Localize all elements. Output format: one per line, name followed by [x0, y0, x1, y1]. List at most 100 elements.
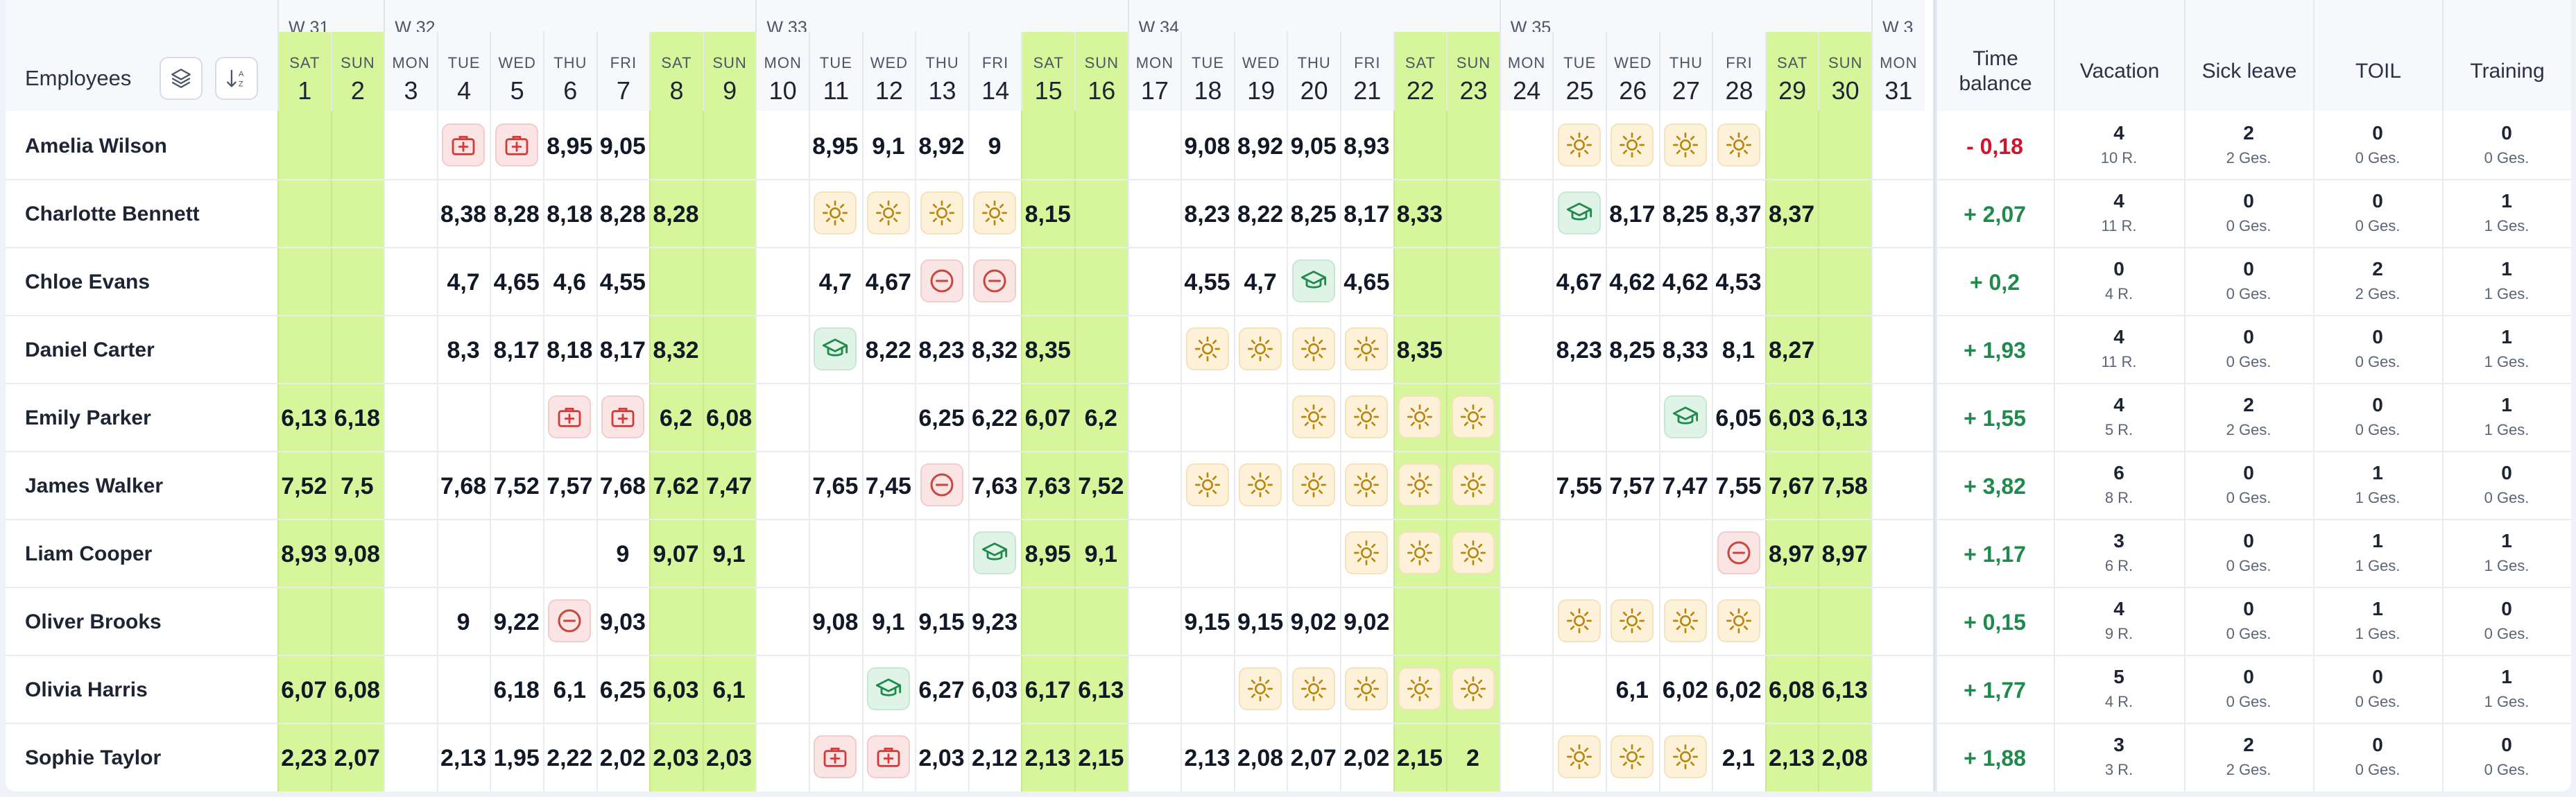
vacation-cell[interactable]: [1557, 735, 1601, 778]
vacation-cell[interactable]: [1398, 531, 1441, 574]
day-header[interactable]: SUN 2: [330, 32, 384, 111]
hours-value[interactable]: 9,08: [1184, 133, 1230, 160]
day-header[interactable]: TUE 11: [809, 32, 862, 111]
hours-value[interactable]: 2,22: [547, 745, 593, 771]
day-header[interactable]: FRI 28: [1712, 32, 1765, 111]
training-cell[interactable]: [973, 531, 1017, 574]
employee-name[interactable]: Liam Cooper: [25, 542, 153, 565]
hours-value[interactable]: 8,23: [1556, 337, 1602, 363]
hours-value[interactable]: 8,37: [1769, 201, 1815, 228]
day-header[interactable]: SAT 29: [1764, 32, 1819, 111]
day-header[interactable]: MON 17: [1127, 32, 1181, 111]
hours-value[interactable]: 7,65: [812, 473, 859, 499]
vacation-cell[interactable]: [1451, 463, 1495, 506]
vacation-header[interactable]: Vacation: [2054, 32, 2184, 111]
day-header[interactable]: SAT 8: [649, 32, 703, 111]
hours-value[interactable]: 2,03: [918, 745, 965, 771]
vacation-cell[interactable]: [1398, 667, 1441, 710]
day-header[interactable]: MON 24: [1499, 32, 1553, 111]
vacation-cell[interactable]: [1185, 327, 1229, 370]
hours-value[interactable]: 9,05: [1290, 133, 1337, 160]
employee-name[interactable]: Sophie Taylor: [25, 746, 162, 769]
hours-value[interactable]: 6,18: [334, 405, 380, 431]
hours-value[interactable]: 4,65: [493, 269, 540, 295]
vacation-cell[interactable]: [1663, 735, 1707, 778]
hours-value[interactable]: 8,35: [1396, 337, 1443, 363]
hours-value[interactable]: 2,07: [1290, 745, 1337, 771]
hours-value[interactable]: 8,27: [1769, 337, 1815, 363]
hours-value[interactable]: 8,25: [1662, 201, 1708, 228]
vacation-cell[interactable]: [1291, 463, 1335, 506]
hours-value[interactable]: 8,23: [918, 337, 965, 363]
hours-value[interactable]: 6,1: [1615, 677, 1649, 703]
sick-leave-cell[interactable]: [548, 395, 592, 438]
toil-cell[interactable]: [548, 599, 592, 642]
training-cell[interactable]: [1663, 395, 1707, 438]
hours-value[interactable]: 6,03: [1769, 405, 1815, 431]
hours-value[interactable]: 9,1: [712, 541, 746, 567]
hours-value[interactable]: 6,25: [599, 677, 646, 703]
vacation-cell[interactable]: [814, 191, 857, 234]
hours-value[interactable]: 8,38: [440, 201, 487, 228]
day-header[interactable]: WED 19: [1233, 32, 1287, 111]
hours-value[interactable]: 9,15: [1184, 609, 1230, 635]
day-header[interactable]: SUN 16: [1074, 32, 1128, 111]
hours-value[interactable]: 7,45: [865, 473, 911, 499]
time-balance-header[interactable]: Time balance: [1936, 32, 2054, 111]
vacation-cell[interactable]: [1239, 463, 1282, 506]
layers-button[interactable]: [160, 57, 203, 100]
employee-name[interactable]: James Walker: [25, 474, 164, 497]
hours-value[interactable]: 4,55: [599, 269, 646, 295]
hours-value[interactable]: 6,2: [1084, 405, 1117, 431]
vacation-cell[interactable]: [866, 191, 910, 234]
employee-name[interactable]: Chloe Evans: [25, 271, 151, 293]
hours-value[interactable]: 8,95: [812, 133, 859, 160]
hours-value[interactable]: 4,7: [1244, 269, 1277, 295]
hours-value[interactable]: 7,52: [493, 473, 540, 499]
vacation-cell[interactable]: [1611, 123, 1654, 166]
hours-value[interactable]: 6,17: [1024, 677, 1071, 703]
employee-name[interactable]: Charlotte Bennett: [25, 203, 200, 225]
hours-value[interactable]: 8,28: [493, 201, 540, 228]
sick-leave-cell[interactable]: [442, 123, 486, 166]
day-header[interactable]: THU 20: [1287, 32, 1340, 111]
employee-name[interactable]: Olivia Harris: [25, 678, 148, 701]
hours-value[interactable]: 2,02: [599, 745, 646, 771]
hours-value[interactable]: 2,1: [1721, 745, 1755, 771]
hours-value[interactable]: 2,07: [334, 745, 380, 771]
day-header[interactable]: SAT 15: [1021, 32, 1074, 111]
hours-value[interactable]: 9,1: [872, 609, 905, 635]
hours-value[interactable]: 6,13: [281, 405, 327, 431]
hours-value[interactable]: 7,63: [1024, 473, 1071, 499]
hours-value[interactable]: 4,7: [447, 269, 480, 295]
hours-value[interactable]: 8,93: [281, 541, 327, 567]
employee-name[interactable]: Amelia Wilson: [25, 135, 167, 157]
hours-value[interactable]: 2,15: [1078, 745, 1124, 771]
day-header[interactable]: WED 5: [490, 32, 543, 111]
toil-cell[interactable]: [920, 259, 963, 302]
vacation-cell[interactable]: [1611, 599, 1654, 642]
day-header[interactable]: MON 31: [1871, 32, 1925, 111]
hours-value[interactable]: 8,28: [653, 201, 699, 228]
day-header[interactable]: WED 26: [1606, 32, 1659, 111]
hours-value[interactable]: 6,08: [334, 677, 380, 703]
hours-value[interactable]: 8,33: [1396, 201, 1443, 228]
hours-value[interactable]: 9,15: [918, 609, 965, 635]
day-header[interactable]: FRI 21: [1340, 32, 1393, 111]
hours-value[interactable]: 7,68: [599, 473, 646, 499]
vacation-cell[interactable]: [1291, 667, 1335, 710]
hours-value[interactable]: 2,23: [281, 745, 327, 771]
vacation-cell[interactable]: [1717, 599, 1760, 642]
day-header[interactable]: SAT 22: [1393, 32, 1447, 111]
day-header[interactable]: FRI 7: [596, 32, 650, 111]
hours-value[interactable]: 6,27: [918, 677, 965, 703]
hours-value[interactable]: 6,1: [553, 677, 586, 703]
hours-value[interactable]: 9,1: [872, 133, 905, 160]
vacation-cell[interactable]: [1345, 531, 1389, 574]
hours-value[interactable]: 9,03: [599, 609, 646, 635]
training-cell[interactable]: [1557, 191, 1601, 234]
hours-value[interactable]: 7,68: [440, 473, 487, 499]
hours-value[interactable]: 9: [616, 541, 630, 567]
day-header[interactable]: THU 13: [915, 32, 968, 111]
